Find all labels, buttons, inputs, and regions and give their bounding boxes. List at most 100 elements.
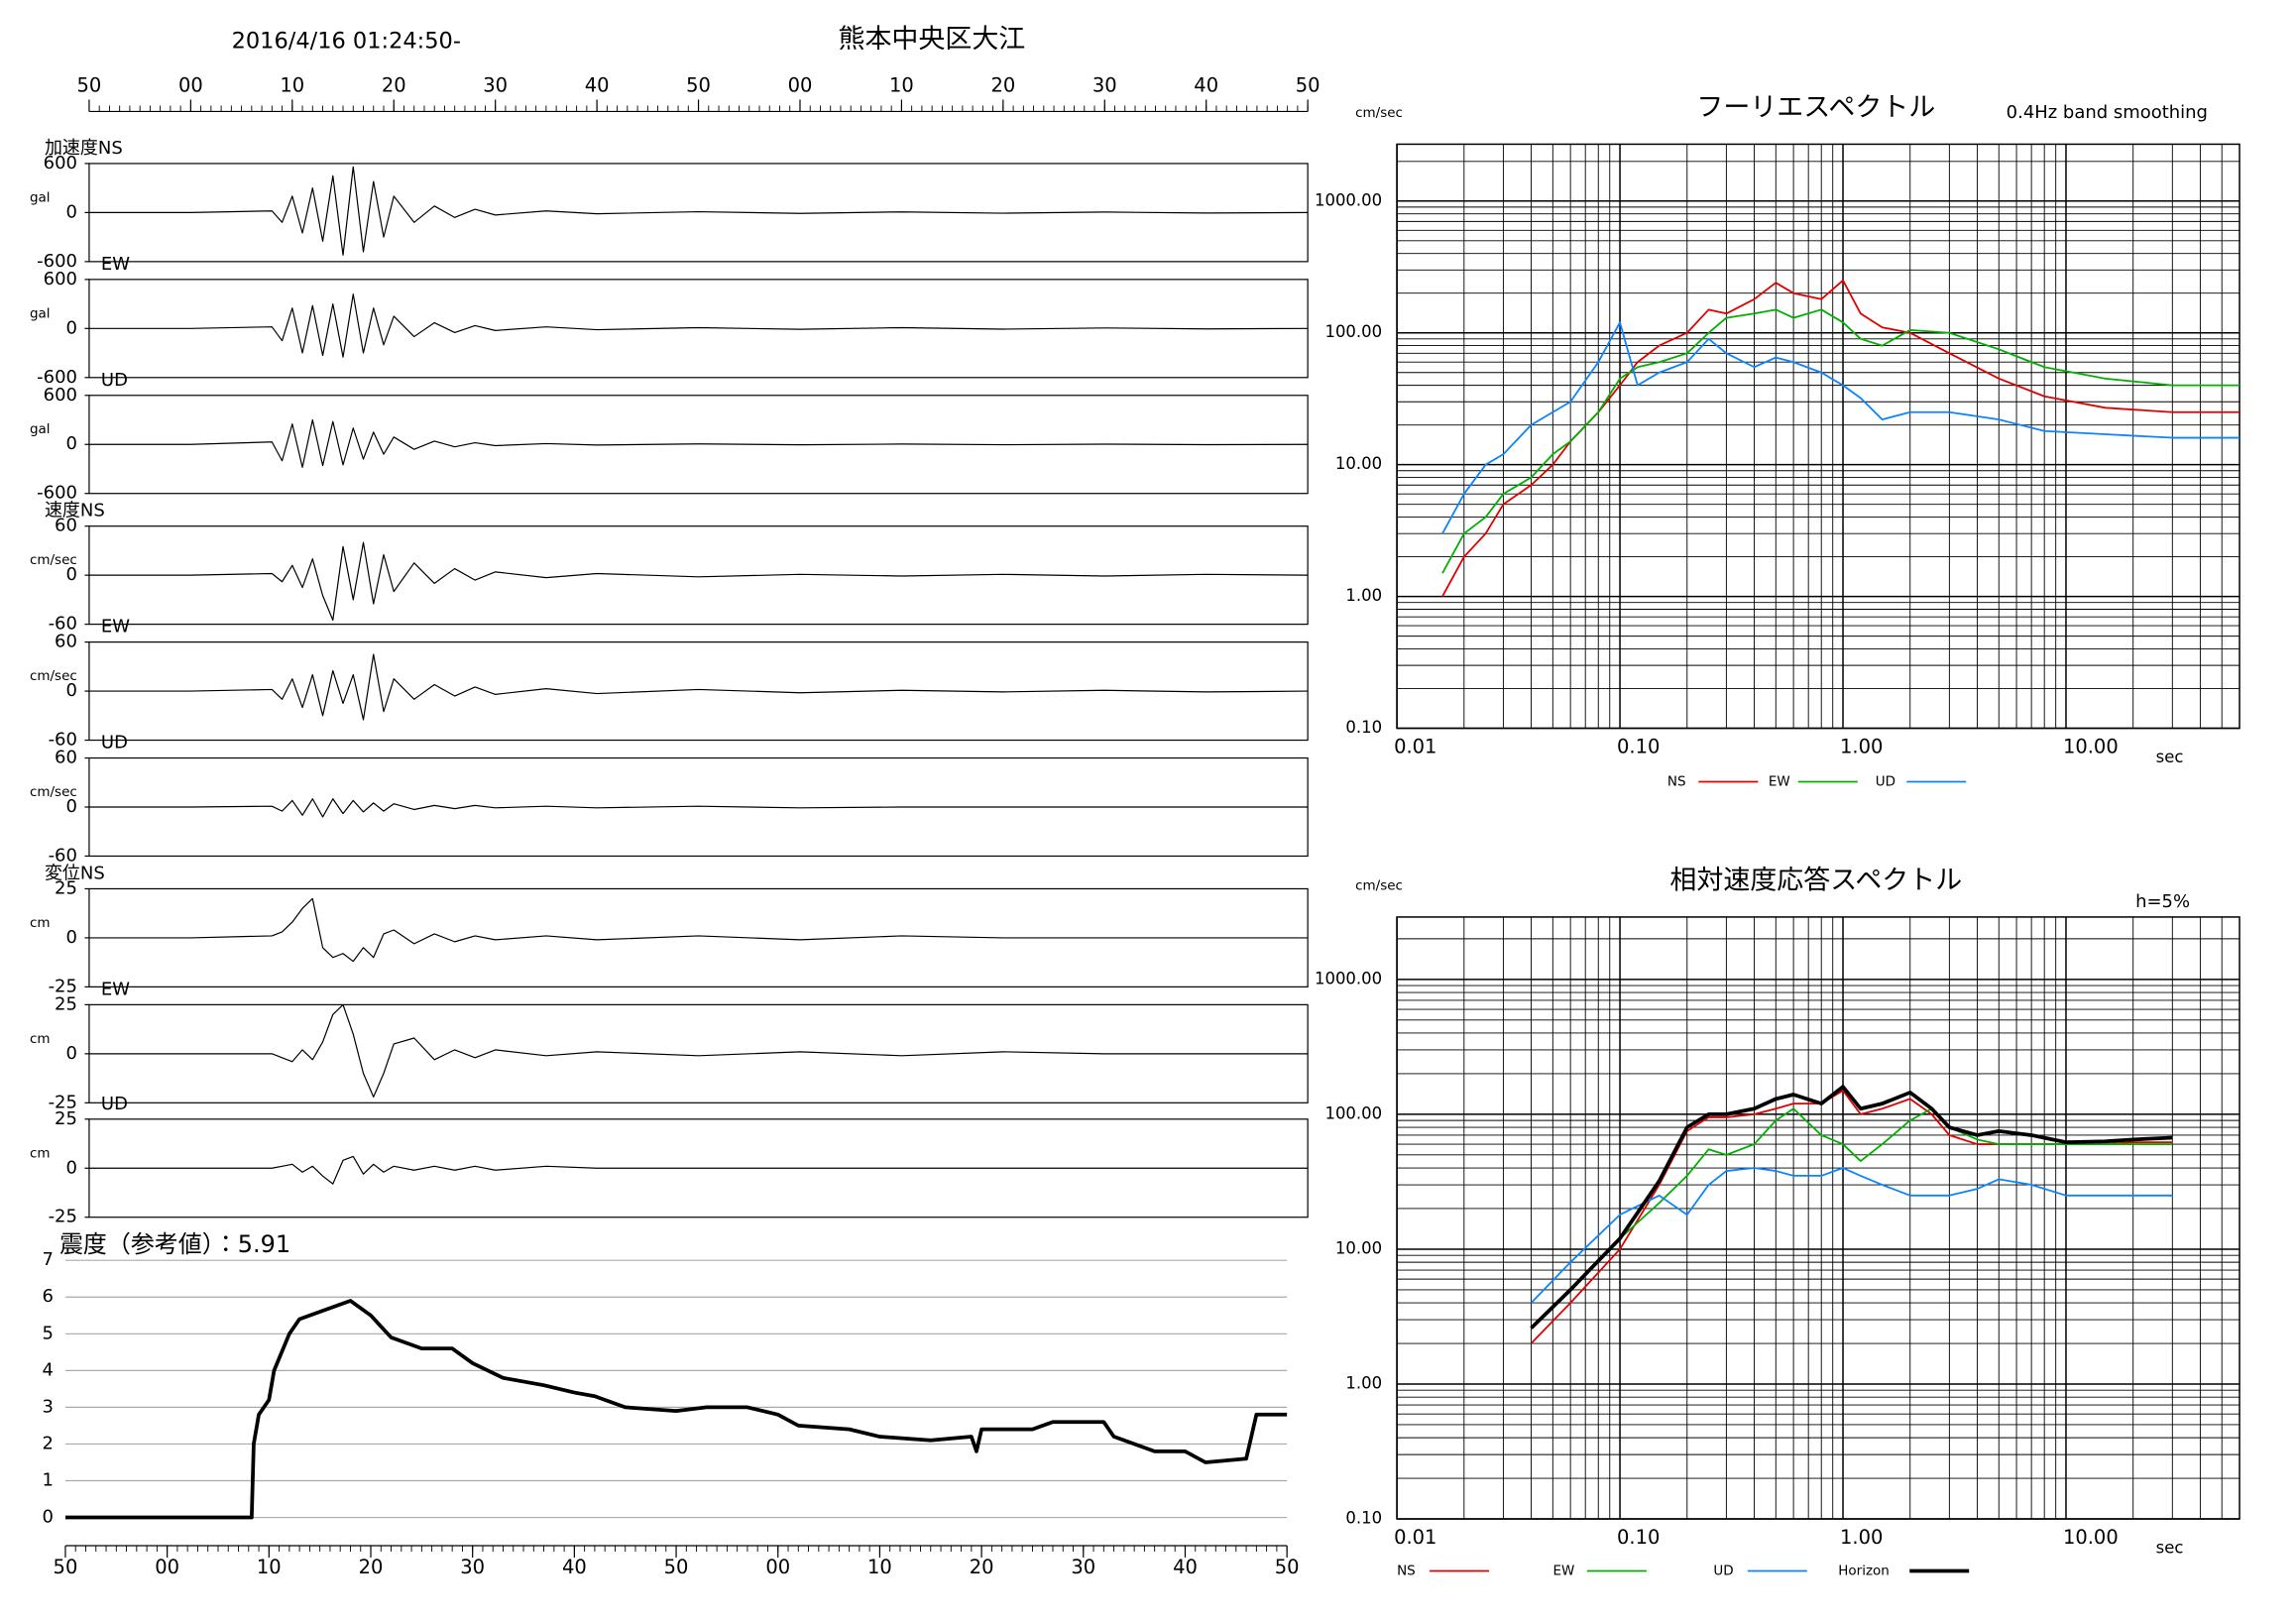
- legend-label: UD: [1713, 1564, 1733, 1579]
- y-tick-label: 10.00: [1335, 454, 1382, 473]
- waveform: [88, 1003, 1309, 1098]
- x-tick-label: 50: [1275, 1556, 1300, 1578]
- chart-title: 相対速度応答スペクトル: [1669, 865, 1962, 895]
- x-tick-label: 50: [54, 1556, 78, 1578]
- panel-title: 変位NS: [45, 863, 105, 883]
- plot-frame: [1396, 916, 2240, 1520]
- y-axis-unit: gal: [30, 421, 51, 437]
- intensity-line: [64, 1299, 1288, 1520]
- y-tick-label: 0: [66, 317, 77, 338]
- x-tick-label: 10: [889, 73, 914, 96]
- y-tick-label: 25: [55, 1108, 77, 1129]
- spectrum-line: [1530, 1167, 2173, 1304]
- y-axis-unit: gal: [30, 305, 51, 321]
- panel-title: 加速度NS: [45, 138, 123, 159]
- y-tick-label: -25: [49, 1092, 77, 1112]
- y-tick-label: 5: [43, 1323, 54, 1343]
- x-tick-label: 30: [483, 73, 508, 96]
- y-tick-label: -600: [37, 483, 77, 504]
- waveform: [88, 541, 1309, 622]
- y-axis-unit: cm: [30, 1145, 51, 1161]
- x-tick-label: 10.00: [2063, 1526, 2119, 1549]
- x-tick-label: 10: [257, 1556, 282, 1578]
- x-tick-label: 50: [77, 73, 102, 96]
- spectrum-line: [1441, 279, 2240, 598]
- legend-label: EW: [1552, 1564, 1574, 1579]
- y-tick-label: 0: [66, 796, 77, 817]
- panel-title: UD: [101, 370, 128, 391]
- x-tick-label: 0.01: [1394, 1526, 1436, 1549]
- y-axis-unit: cm/sec: [30, 552, 77, 568]
- record-datetime: 2016/4/16 01:24:50-: [232, 29, 461, 55]
- y-tick-label: 100.00: [1324, 322, 1382, 341]
- y-tick-label: -60: [49, 730, 77, 751]
- x-tick-label: 10: [280, 73, 304, 96]
- y-tick-label: 7: [43, 1249, 54, 1270]
- x-tick-label: 00: [788, 73, 813, 96]
- x-tick-label: 1.00: [1840, 736, 1883, 758]
- x-tick-label: 20: [382, 73, 406, 96]
- station-name: 熊本中央区大江: [839, 24, 1026, 55]
- waveform: [88, 293, 1309, 358]
- x-tick-label: 30: [1092, 73, 1117, 96]
- x-tick-label: 1.00: [1840, 1526, 1883, 1549]
- y-tick-label: 1.00: [1345, 1373, 1382, 1392]
- y-tick-label: 600: [44, 153, 77, 174]
- y-tick-label: 60: [55, 748, 77, 768]
- y-tick-label: 1.00: [1345, 586, 1382, 605]
- y-axis-unit: cm/sec: [1355, 105, 1403, 121]
- y-tick-label: 25: [55, 877, 77, 898]
- x-tick-label: 50: [664, 1556, 689, 1578]
- y-axis-unit: cm: [30, 915, 51, 931]
- y-tick-label: -600: [37, 251, 77, 272]
- x-tick-label: 20: [359, 1556, 384, 1578]
- legend-label: Horizon: [1838, 1564, 1890, 1579]
- y-tick-label: 60: [55, 632, 77, 652]
- spectrum-line: [1530, 1090, 2173, 1344]
- x-tick-label: 40: [1173, 1556, 1198, 1578]
- y-tick-label: 2: [43, 1433, 54, 1453]
- x-tick-label: 30: [460, 1556, 485, 1578]
- x-tick-label: 30: [1071, 1556, 1095, 1578]
- waveform: [88, 418, 1309, 468]
- x-tick-label: 40: [562, 1556, 587, 1578]
- x-tick-label: 0.10: [1617, 1526, 1660, 1549]
- y-tick-label: 4: [43, 1359, 54, 1380]
- spectrum-line: [1441, 308, 2240, 574]
- y-tick-label: -25: [49, 976, 77, 996]
- x-tick-label: 00: [155, 1556, 179, 1578]
- x-tick-label: 10: [867, 1556, 892, 1578]
- panel-title: EW: [101, 254, 130, 275]
- y-axis-unit: gal: [30, 189, 51, 205]
- y-tick-label: 600: [44, 269, 77, 290]
- spectrum-line: [1530, 1107, 2173, 1330]
- x-tick-label: 50: [1296, 73, 1320, 96]
- y-tick-label: 0: [66, 564, 77, 585]
- y-axis-unit: cm/sec: [1355, 877, 1403, 893]
- spectrum-line: [1530, 1085, 2173, 1330]
- y-tick-label: 0: [66, 433, 77, 454]
- y-tick-label: 10.00: [1335, 1238, 1382, 1257]
- chart-title: フーリエスペクトル: [1696, 92, 1935, 123]
- y-tick-label: 25: [55, 993, 77, 1014]
- plot-frame: [1396, 143, 2240, 730]
- x-tick-label: 20: [970, 1556, 994, 1578]
- x-tick-label: 00: [765, 1556, 790, 1578]
- y-tick-label: 100.00: [1324, 1103, 1382, 1122]
- waveform: [88, 166, 1309, 256]
- y-axis-unit: cm/sec: [30, 668, 77, 684]
- y-tick-label: 0.10: [1345, 718, 1382, 737]
- y-tick-label: 0: [66, 201, 77, 222]
- y-tick-label: 3: [43, 1396, 54, 1417]
- y-tick-label: -600: [37, 367, 77, 388]
- x-axis-unit: sec: [2156, 1539, 2184, 1558]
- y-tick-label: 0: [66, 1157, 77, 1178]
- chart-subtitle: 0.4Hz band smoothing: [2007, 102, 2208, 123]
- y-tick-label: 0: [43, 1507, 54, 1528]
- panel-title: 速度NS: [45, 501, 105, 522]
- y-tick-label: 600: [44, 385, 77, 406]
- x-tick-label: 50: [686, 73, 711, 96]
- y-axis-unit: cm/sec: [30, 784, 77, 800]
